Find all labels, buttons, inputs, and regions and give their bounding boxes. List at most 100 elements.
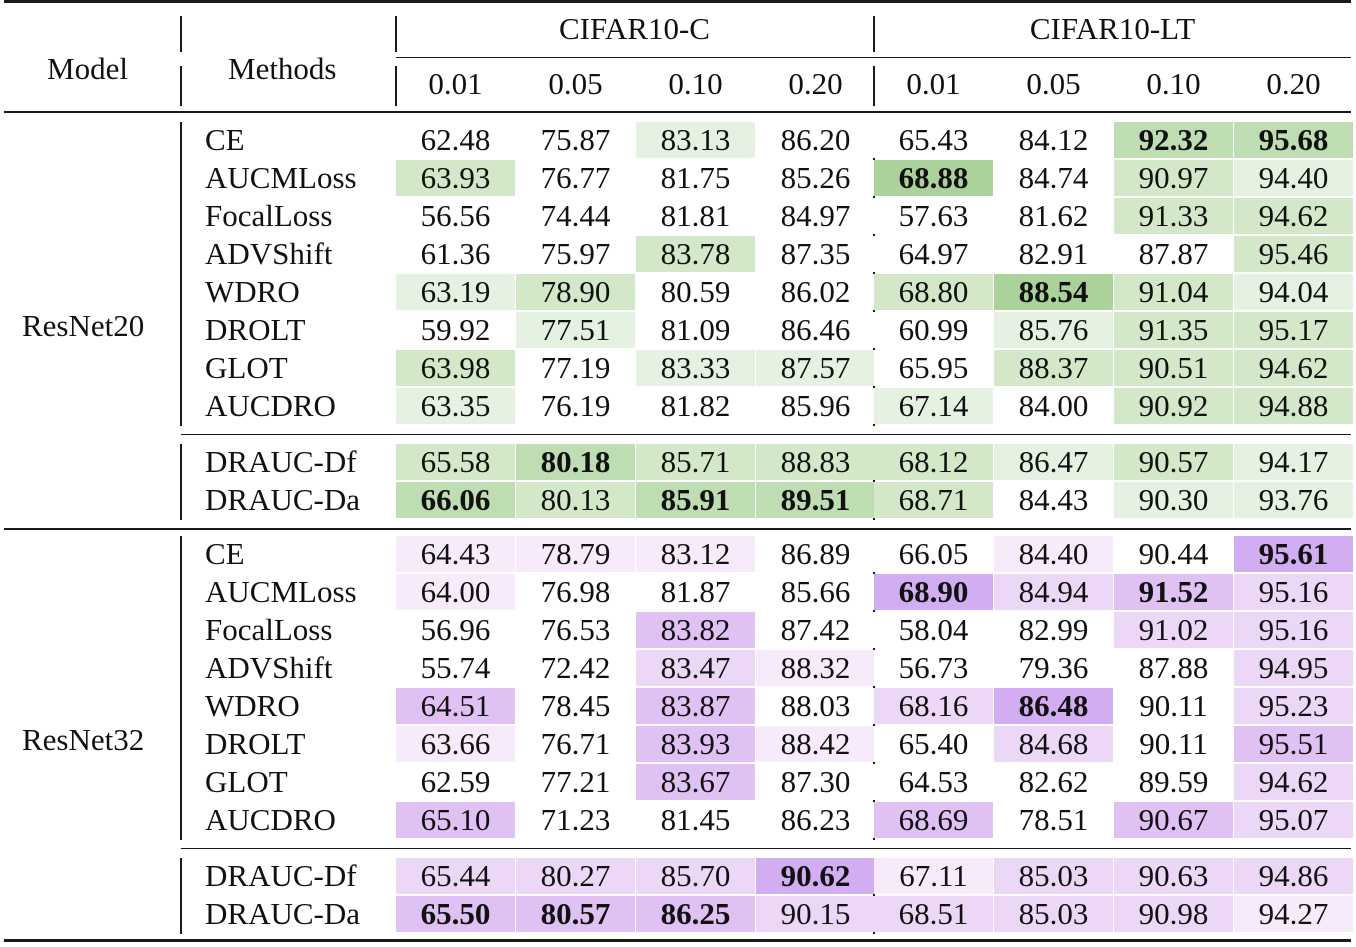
value-cell: 76.98 <box>516 574 635 610</box>
value-cell: 83.93 <box>636 726 755 762</box>
value-cell: 95.16 <box>1234 574 1353 610</box>
value-cell: 95.68 <box>1234 122 1353 158</box>
value-cell: 81.62 <box>994 198 1113 234</box>
value-cell: 85.76 <box>994 312 1113 348</box>
value-cell: 89.59 <box>1114 764 1233 800</box>
value-cell: 79.36 <box>994 650 1113 686</box>
value-cell: 86.89 <box>756 536 875 572</box>
value-cell: 94.62 <box>1234 764 1353 800</box>
header-rule <box>4 111 1351 113</box>
value-cell: 85.71 <box>636 444 755 480</box>
value-cell: 87.42 <box>756 612 875 648</box>
method-name: FocalLoss <box>205 198 333 233</box>
value-cell: 84.40 <box>994 536 1113 572</box>
value-cell: 95.23 <box>1234 688 1353 724</box>
value-cell: 57.63 <box>874 198 993 234</box>
value-cell: 86.47 <box>994 444 1113 480</box>
header-group-cifar10c: CIFAR10-C <box>558 11 710 46</box>
header-group-cifar10lt: CIFAR10-LT <box>1029 11 1196 46</box>
value-cell: 84.68 <box>994 726 1113 762</box>
value-cell: 86.46 <box>756 312 875 348</box>
value-cell: 95.46 <box>1234 236 1353 272</box>
value-cell: 76.77 <box>516 160 635 196</box>
value-cell: 81.09 <box>636 312 755 348</box>
value-cell: 84.97 <box>756 198 875 234</box>
header-ratio: 0.20 <box>1266 66 1321 101</box>
method-name: AUCMLoss <box>205 574 357 609</box>
method-name: DROLT <box>205 312 306 347</box>
value-cell: 63.66 <box>396 726 515 762</box>
value-cell: 63.98 <box>396 350 515 386</box>
value-cell: 90.92 <box>1114 388 1233 424</box>
method-name: ADVShift <box>205 650 333 685</box>
method-name: ADVShift <box>205 236 333 271</box>
value-cell: 59.92 <box>396 312 515 348</box>
value-cell: 71.23 <box>516 802 635 838</box>
header-separator <box>873 16 875 52</box>
value-cell: 67.11 <box>874 858 993 894</box>
value-cell: 95.17 <box>1234 312 1353 348</box>
value-cell: 88.42 <box>756 726 875 762</box>
value-cell: 83.33 <box>636 350 755 386</box>
value-cell: 91.33 <box>1114 198 1233 234</box>
value-cell: 74.44 <box>516 198 635 234</box>
value-cell: 90.51 <box>1114 350 1233 386</box>
value-cell: 88.03 <box>756 688 875 724</box>
value-cell: 68.51 <box>874 896 993 932</box>
value-cell: 76.53 <box>516 612 635 648</box>
header-separator <box>180 66 182 106</box>
value-cell: 90.63 <box>1114 858 1233 894</box>
value-cell: 83.78 <box>636 236 755 272</box>
value-cell: 85.66 <box>756 574 875 610</box>
value-cell: 81.81 <box>636 198 755 234</box>
value-cell: 95.51 <box>1234 726 1353 762</box>
value-cell: 83.82 <box>636 612 755 648</box>
value-cell: 88.83 <box>756 444 875 480</box>
value-cell: 56.56 <box>396 198 515 234</box>
subgroup-rule <box>181 434 1351 435</box>
value-cell: 92.32 <box>1114 122 1233 158</box>
value-cell: 94.62 <box>1234 350 1353 386</box>
value-cell: 85.91 <box>636 482 755 518</box>
method-name: AUCDRO <box>205 802 336 837</box>
value-cell: 81.87 <box>636 574 755 610</box>
value-cell: 80.13 <box>516 482 635 518</box>
value-cell: 61.36 <box>396 236 515 272</box>
value-cell: 68.69 <box>874 802 993 838</box>
method-name: CE <box>205 122 245 157</box>
value-cell: 64.00 <box>396 574 515 610</box>
model-label: ResNet20 <box>22 308 145 343</box>
value-cell: 90.62 <box>756 858 875 894</box>
group-underline <box>396 57 1351 58</box>
subgroup-rule <box>181 848 1351 849</box>
value-cell: 94.40 <box>1234 160 1353 196</box>
method-name: AUCDRO <box>205 388 336 423</box>
method-name: DROLT <box>205 726 306 761</box>
bottom-rule <box>4 939 1351 942</box>
value-cell: 65.10 <box>396 802 515 838</box>
value-cell: 87.88 <box>1114 650 1233 686</box>
value-cell: 83.12 <box>636 536 755 572</box>
value-cell: 89.51 <box>756 482 875 518</box>
value-cell: 93.76 <box>1234 482 1353 518</box>
value-cell: 91.52 <box>1114 574 1233 610</box>
value-cell: 65.50 <box>396 896 515 932</box>
value-cell: 77.51 <box>516 312 635 348</box>
header-ratio: 0.01 <box>428 66 483 101</box>
value-cell: 65.95 <box>874 350 993 386</box>
value-cell: 85.26 <box>756 160 875 196</box>
value-cell: 90.97 <box>1114 160 1233 196</box>
value-cell: 68.71 <box>874 482 993 518</box>
value-cell: 72.42 <box>516 650 635 686</box>
value-cell: 78.51 <box>994 802 1113 838</box>
top-rule <box>4 0 1351 3</box>
value-cell: 85.03 <box>994 896 1113 932</box>
value-cell: 90.30 <box>1114 482 1233 518</box>
value-cell: 88.37 <box>994 350 1113 386</box>
header-ratio: 0.10 <box>1146 66 1201 101</box>
method-name: DRAUC-Da <box>205 896 360 931</box>
value-cell: 95.61 <box>1234 536 1353 572</box>
value-cell: 86.25 <box>636 896 755 932</box>
value-cell: 90.44 <box>1114 536 1233 572</box>
value-cell: 55.74 <box>396 650 515 686</box>
